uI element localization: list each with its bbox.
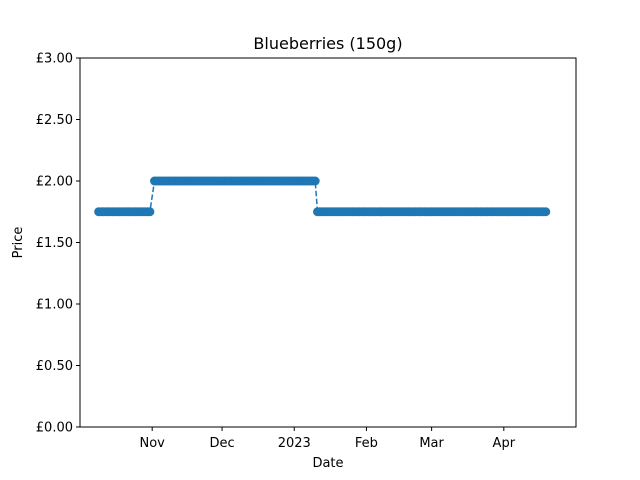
y-axis-ticks: £0.00 £0.50 £1.00 £1.50 £2.00 £2.50 £3.00 bbox=[36, 52, 80, 436]
x-tick-label: Apr bbox=[493, 436, 516, 451]
x-axis-ticks: Nov Dec 2023 Feb Mar Apr bbox=[140, 427, 516, 451]
y-tick-label: £0.50 bbox=[36, 359, 73, 374]
y-tick-label: £1.00 bbox=[36, 298, 73, 313]
y-tick-label: £2.50 bbox=[36, 113, 73, 128]
x-tick-label: Mar bbox=[419, 436, 444, 451]
x-tick-label: Nov bbox=[140, 436, 166, 451]
chart-title: Blueberries (150g) bbox=[253, 34, 402, 53]
x-tick-label: Dec bbox=[209, 436, 234, 451]
y-tick-label: £2.00 bbox=[36, 175, 73, 190]
plot-frame bbox=[79, 57, 577, 428]
data-point bbox=[145, 207, 155, 217]
y-axis-title: Price bbox=[11, 227, 26, 259]
x-tick-label: Feb bbox=[355, 436, 378, 451]
y-tick-label: £0.00 bbox=[36, 421, 73, 436]
data-point bbox=[310, 176, 320, 186]
data-layer bbox=[94, 176, 551, 217]
data-point bbox=[541, 207, 551, 217]
x-axis-title: Date bbox=[312, 456, 343, 471]
y-tick-label: £3.00 bbox=[36, 52, 73, 67]
y-tick-label: £1.50 bbox=[36, 236, 73, 251]
x-tick-label: 2023 bbox=[278, 436, 311, 451]
